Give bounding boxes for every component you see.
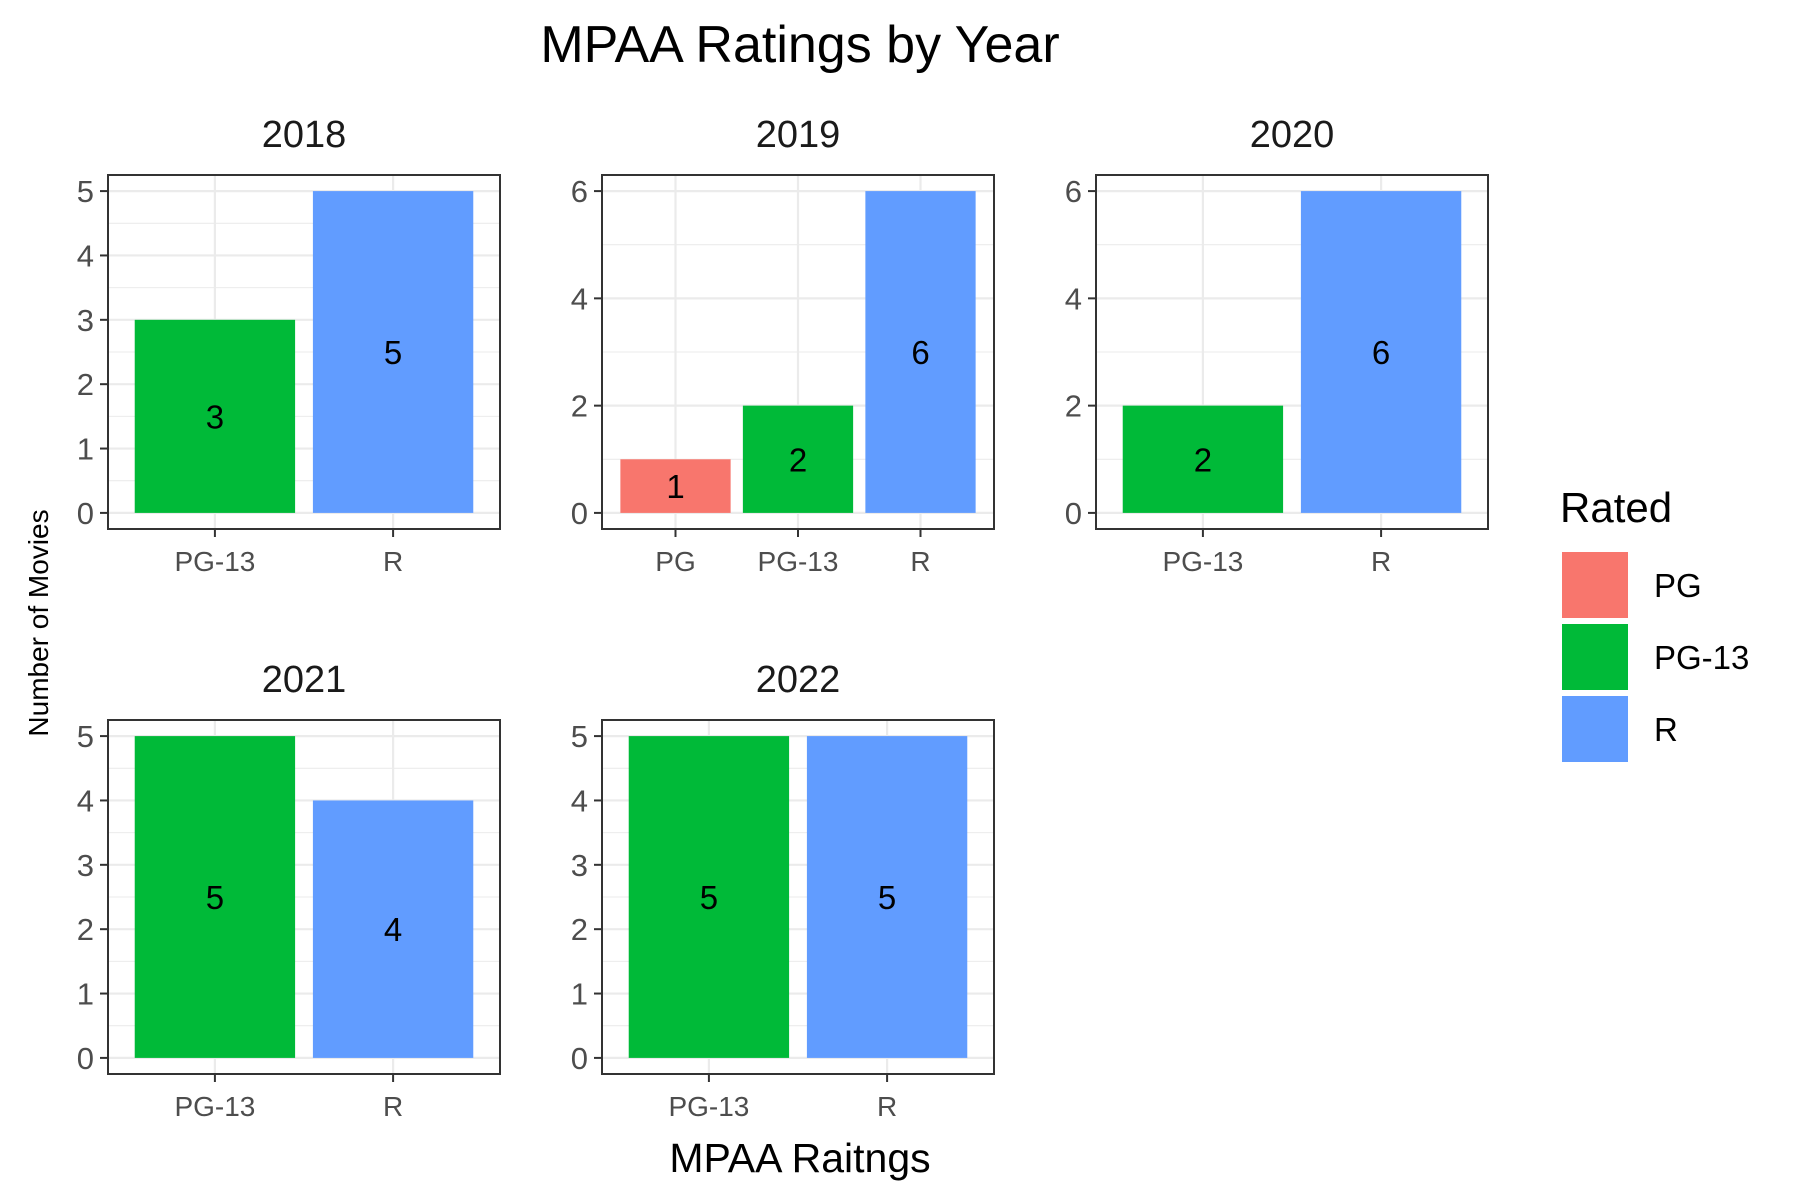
y-tick-label: 0 <box>77 496 94 531</box>
facet-label: 2018 <box>262 114 347 156</box>
x-tick-label: PG-13 <box>174 546 255 577</box>
legend-title: Rated <box>1560 484 1672 531</box>
facet-label: 2019 <box>756 114 841 156</box>
bar-2019-pg <box>620 459 731 513</box>
x-tick-label: R <box>877 1091 897 1122</box>
y-tick-label: 2 <box>571 912 588 947</box>
legend-label: PG-13 <box>1654 639 1749 676</box>
bar-value-label: 5 <box>700 879 718 916</box>
panel-2020: 2 6 0 2 4 6 PG-13 R 2020 <box>1065 114 1489 577</box>
bar-value-label: 2 <box>1194 441 1212 478</box>
bar-value-label: 5 <box>384 334 402 371</box>
y-tick-label: 5 <box>77 719 94 754</box>
y-tick-label: 0 <box>571 496 588 531</box>
y-tick-label: 4 <box>77 238 94 273</box>
bar-2021-r <box>312 800 474 1058</box>
y-tick-label: 2 <box>571 389 588 424</box>
x-tick-label: R <box>1371 546 1391 577</box>
legend-label: PG <box>1654 567 1702 604</box>
bar-value-label: 6 <box>1372 334 1390 371</box>
x-tick-label: PG-13 <box>668 1091 749 1122</box>
y-tick-label: 4 <box>571 281 588 316</box>
bar-value-label: 1 <box>666 468 684 505</box>
bar-2019-pg-13 <box>742 405 854 513</box>
y-tick-label: 0 <box>571 1041 588 1076</box>
facet-label: 2021 <box>262 659 347 701</box>
chart-title: MPAA Ratings by Year <box>540 16 1059 74</box>
panel-border <box>601 719 995 1075</box>
bar-2020-pg-13 <box>1122 405 1284 513</box>
x-tick-label: PG <box>655 546 695 577</box>
bar-2022-pg-13 <box>628 736 790 1058</box>
legend: Rated PG PG-13 R <box>1560 484 1749 762</box>
y-tick-label: 4 <box>77 783 94 818</box>
x-tick-label: R <box>910 546 930 577</box>
bar-2018-r <box>312 191 474 513</box>
y-tick-label: 2 <box>1065 389 1082 424</box>
bar-value-label: 6 <box>911 334 929 371</box>
bar-value-label: 5 <box>878 879 896 916</box>
legend-key-r <box>1562 696 1628 762</box>
bar-value-label: 3 <box>206 398 224 435</box>
facet-label: 2020 <box>1250 114 1335 156</box>
panel-2022: 5 5 0 1 2 3 4 5 PG-13 R 2022 <box>571 659 995 1122</box>
y-tick-label: 3 <box>77 848 94 883</box>
y-tick-label: 2 <box>77 367 94 402</box>
panel-2021: 5 4 0 1 2 3 4 5 PG-13 R 2021 <box>77 659 501 1122</box>
y-tick-label: 5 <box>77 174 94 209</box>
panel-border <box>107 719 501 1075</box>
legend-key-pg-13 <box>1562 624 1628 690</box>
y-tick-label: 0 <box>77 1041 94 1076</box>
y-tick-label: 6 <box>1065 174 1082 209</box>
y-tick-label: 1 <box>77 432 94 467</box>
facet-label: 2022 <box>756 659 841 701</box>
bar-value-label: 5 <box>206 879 224 916</box>
y-tick-label: 3 <box>77 303 94 338</box>
bar-2020-r <box>1300 191 1462 513</box>
panel-2018: 3 5 0 1 2 3 4 5 PG-13 R 2018 <box>77 114 501 577</box>
legend-label: R <box>1654 711 1678 748</box>
bar-2019-r <box>865 191 976 513</box>
y-axis-title: Number of Movies <box>23 509 54 736</box>
bar-2022-r <box>806 736 968 1058</box>
bar-2018-pg-13 <box>134 319 296 513</box>
x-axis-title: MPAA Raitngs <box>669 1135 930 1181</box>
y-tick-label: 1 <box>77 977 94 1012</box>
bar-2021-pg-13 <box>134 736 296 1058</box>
y-tick-label: 4 <box>1065 281 1082 316</box>
y-tick-label: 4 <box>571 783 588 818</box>
x-tick-label: R <box>383 546 403 577</box>
y-tick-label: 2 <box>77 912 94 947</box>
x-tick-label: PG-13 <box>1162 546 1243 577</box>
y-tick-label: 1 <box>571 977 588 1012</box>
x-tick-label: PG-13 <box>758 546 839 577</box>
panel-border <box>1095 174 1489 530</box>
y-tick-label: 3 <box>571 848 588 883</box>
x-tick-label: R <box>383 1091 403 1122</box>
legend-key-pg <box>1562 552 1628 618</box>
bar-value-label: 4 <box>384 911 402 948</box>
x-tick-label: PG-13 <box>174 1091 255 1122</box>
panel-border <box>107 174 501 530</box>
y-tick-label: 6 <box>571 174 588 209</box>
bar-value-label: 2 <box>789 441 807 478</box>
y-tick-label: 0 <box>1065 496 1082 531</box>
y-tick-label: 5 <box>571 719 588 754</box>
